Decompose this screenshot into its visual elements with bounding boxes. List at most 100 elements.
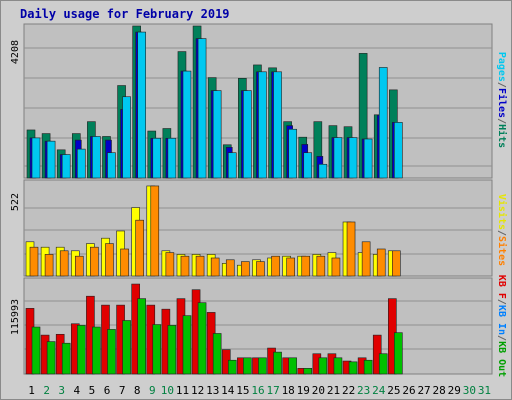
day-label-29: 29 (448, 384, 461, 397)
day-label-26: 26 (402, 384, 415, 397)
bar-pages-day-22 (348, 137, 358, 179)
y-max-label: 115993 (10, 299, 21, 335)
bar-sites-day-8 (135, 219, 144, 277)
day-label-27: 27 (417, 384, 430, 397)
day-label-5: 5 (89, 384, 96, 397)
bar-kb-out-day-4 (76, 325, 86, 375)
bar-sites-day-12 (195, 255, 205, 277)
day-label-30: 30 (463, 384, 476, 397)
bar-kb-out-day-20 (318, 357, 328, 375)
bar-kb-out-day-10 (167, 325, 177, 375)
bar-kb-out-day-6 (107, 329, 116, 375)
bar-sites-day-9 (150, 185, 160, 277)
bar-pages-day-8 (137, 31, 146, 179)
day-label-10: 10 (161, 384, 174, 397)
bar-kb-out-day-1 (31, 326, 41, 375)
bar-kb-out-day-8 (137, 298, 146, 375)
day-label-31: 31 (478, 384, 491, 397)
bar-sites-day-14 (225, 259, 235, 277)
day-label-11: 11 (176, 384, 189, 397)
legend-entry: Files (496, 88, 508, 118)
bar-pages-day-23 (363, 138, 373, 179)
bar-sites-day-20 (316, 255, 326, 277)
bar-kb-out-day-11 (182, 315, 192, 375)
day-label-25: 25 (387, 384, 400, 397)
bar-kb-out-day-13 (212, 333, 222, 375)
bar-kb-out-day-5 (92, 326, 101, 375)
bar-kb-out-day-12 (197, 302, 207, 375)
legend-entry: / (496, 118, 507, 124)
bar-kb-out-day-25 (394, 332, 403, 375)
day-label-16: 16 (251, 384, 264, 397)
bar-sites-day-19 (301, 255, 311, 277)
bar-pages-day-16 (258, 71, 267, 179)
bar-pages-day-25 (394, 122, 403, 179)
bar-sites-day-17 (271, 255, 280, 277)
bar-pages-day-17 (273, 71, 282, 179)
bar-sites-day-6 (105, 243, 114, 277)
day-label-13: 13 (206, 384, 219, 397)
bar-kb-out-day-19 (303, 368, 313, 375)
day-label-6: 6 (104, 384, 111, 397)
day-label-9: 9 (149, 384, 156, 397)
day-label-12: 12 (191, 384, 204, 397)
legend-entry: / (496, 82, 507, 88)
bar-pages-day-21 (333, 137, 343, 179)
bar-pages-day-24 (378, 67, 388, 179)
bar-sites-day-5 (90, 246, 99, 277)
day-label-7: 7 (119, 384, 126, 397)
bar-kb-out-day-3 (61, 342, 71, 375)
bar-pages-day-9 (152, 137, 162, 179)
bar-pages-day-4 (76, 148, 86, 179)
legend-entry: Pages (496, 52, 507, 82)
day-label-14: 14 (221, 384, 235, 397)
bar-kb-out-day-17 (273, 351, 282, 375)
day-label-4: 4 (74, 384, 81, 397)
day-label-24: 24 (372, 384, 386, 397)
bar-kb-out-day-23 (363, 359, 373, 375)
bar-pages-day-11 (182, 70, 192, 179)
bar-kb-out-day-22 (348, 361, 358, 375)
bar-sites-day-13 (210, 257, 220, 277)
legend-entry: Visits (496, 194, 508, 230)
bar-pages-day-14 (227, 152, 237, 179)
bar-pages-day-15 (243, 90, 252, 179)
bar-sites-day-4 (74, 255, 84, 277)
bar-sites-day-21 (331, 257, 341, 277)
day-label-2: 2 (43, 384, 50, 397)
legend-visits-sites: Visits/Sites (496, 194, 508, 266)
legend-entry: / (496, 230, 507, 236)
legend-kbf-kbin-kbout: KB F/KB In/KB Out (496, 275, 507, 377)
bar-sites-day-24 (376, 248, 386, 277)
bar-sites-day-1 (29, 246, 39, 277)
day-label-23: 23 (357, 384, 370, 397)
day-label-18: 18 (282, 384, 295, 397)
day-label-8: 8 (134, 384, 141, 397)
bar-sites-day-7 (120, 248, 129, 277)
bar-sites-day-3 (59, 250, 69, 277)
chart-title: Daily usage for February 2019 (20, 7, 230, 21)
y-max-label: 4208 (10, 40, 21, 64)
bar-sites-day-23 (361, 241, 371, 277)
legend-entry: KB In (496, 305, 507, 335)
y-max-label: 522 (10, 193, 21, 211)
bar-sites-day-25 (392, 250, 401, 277)
bar-kb-out-day-16 (258, 357, 267, 375)
day-label-17: 17 (266, 384, 279, 397)
legend-entry: / (496, 299, 507, 305)
bar-kb-out-day-7 (122, 320, 131, 375)
day-label-19: 19 (297, 384, 310, 397)
bar-kb-out-day-9 (152, 324, 162, 375)
legend-pages-files-hits: Pages/Files/Hits (496, 52, 508, 148)
bar-sites-day-16 (256, 261, 265, 277)
bar-kb-out-day-14 (227, 359, 237, 375)
bar-sites-day-10 (165, 252, 175, 277)
bar-pages-day-5 (92, 136, 101, 179)
bar-pages-day-18 (288, 128, 297, 179)
day-label-21: 21 (327, 384, 340, 397)
bar-pages-day-3 (61, 154, 71, 179)
bar-sites-day-2 (44, 254, 54, 277)
bar-pages-day-10 (167, 137, 177, 179)
bar-pages-day-7 (122, 96, 131, 179)
